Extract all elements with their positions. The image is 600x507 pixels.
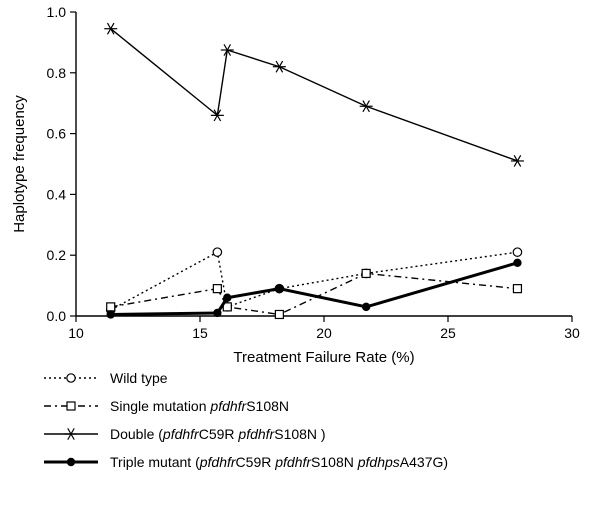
x-axis-label: Treatment Failure Rate (%) xyxy=(233,349,414,366)
marker-filled-circle xyxy=(275,284,283,292)
marker-filled-circle xyxy=(362,303,370,311)
figure-container: { "chart": { "type": "line", "width": 60… xyxy=(0,0,600,507)
y-tick-label: 1.0 xyxy=(47,4,67,20)
y-axis-label: Haplotype frequency xyxy=(11,95,28,233)
series-line xyxy=(111,263,518,315)
x-tick-label: 10 xyxy=(68,325,84,341)
marker-open-circle xyxy=(213,248,221,256)
marker-open-square xyxy=(362,269,370,277)
legend-label: Wild type xyxy=(110,370,168,386)
y-tick-label: 0.2 xyxy=(47,247,67,263)
series-line xyxy=(111,29,518,161)
marker-open-square xyxy=(107,303,115,311)
series-triple xyxy=(107,259,522,319)
marker-open-square xyxy=(275,310,283,318)
marker-star xyxy=(511,155,524,166)
marker-open-circle xyxy=(67,374,75,382)
legend-label: Triple mutant (pfdhfrC59R pfdhfrS108N pf… xyxy=(110,454,448,470)
y-tick-label: 0.4 xyxy=(47,186,67,202)
marker-open-circle xyxy=(513,248,521,256)
series-single xyxy=(107,269,522,318)
legend-row-wild: Wild type xyxy=(44,370,168,386)
marker-filled-circle xyxy=(513,259,521,267)
marker-filled-circle xyxy=(67,458,75,466)
x-tick-label: 20 xyxy=(316,325,332,341)
x-tick-label: 25 xyxy=(440,325,456,341)
marker-filled-circle xyxy=(213,309,221,317)
marker-star xyxy=(273,61,286,72)
x-tick-label: 30 xyxy=(564,325,580,341)
marker-open-square xyxy=(213,285,221,293)
legend-row-triple: Triple mutant (pfdhfrC59R pfdhfrS108N pf… xyxy=(44,454,448,470)
y-tick-label: 0.8 xyxy=(47,65,67,81)
series-double xyxy=(104,23,524,166)
marker-filled-circle xyxy=(107,310,115,318)
y-tick-label: 0.6 xyxy=(47,126,67,142)
chart-svg: 0.0 0.2 0.4 0.6 0.8 1.0 10 15 20 25 30 Treatment Fa… xyxy=(0,0,600,507)
marker-star xyxy=(360,101,373,112)
marker-filled-circle xyxy=(223,294,231,302)
marker-open-square xyxy=(513,285,521,293)
marker-star xyxy=(65,428,78,439)
marker-open-square xyxy=(67,402,75,410)
legend-row-single: Single mutation pfdhfrS108N xyxy=(44,398,289,414)
x-tick-label: 15 xyxy=(192,325,208,341)
legend-label: Double (pfdhfrC59R pfdhfrS108N ) xyxy=(110,426,326,442)
y-tick-label: 0.0 xyxy=(47,308,67,324)
legend-label: Single mutation pfdhfrS108N xyxy=(110,398,289,414)
legend-row-double: Double (pfdhfrC59R pfdhfrS108N ) xyxy=(44,426,326,442)
